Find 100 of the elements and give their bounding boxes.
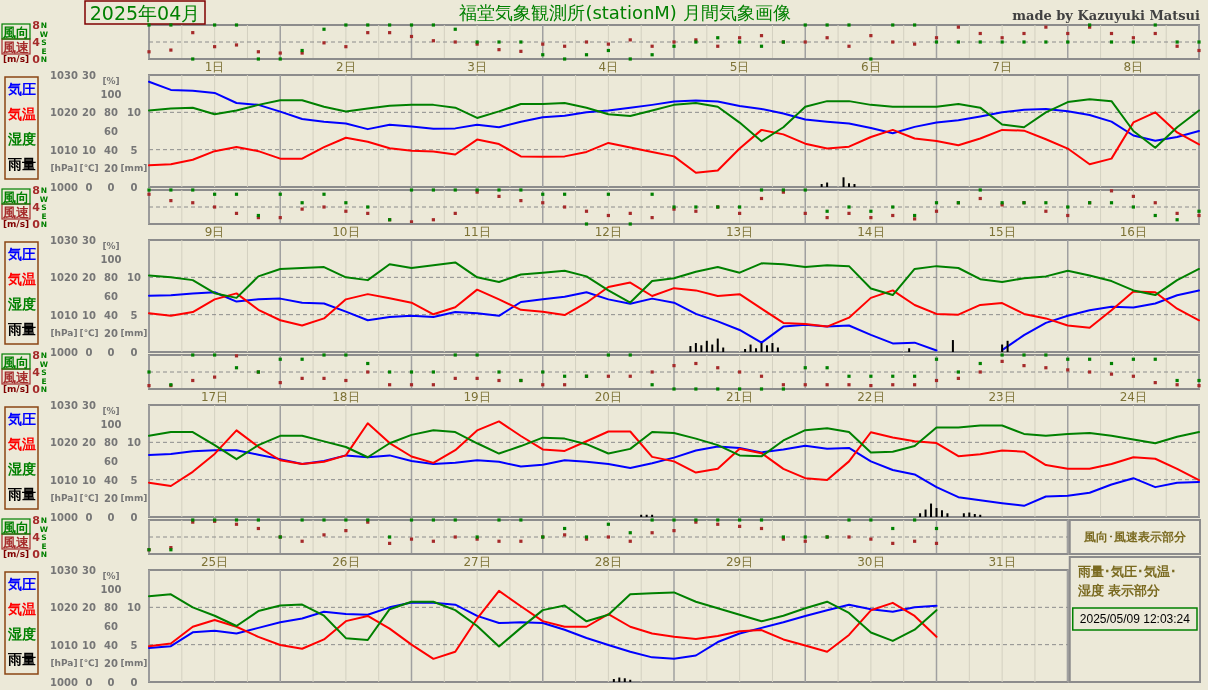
y-tick-label: 1000	[50, 346, 78, 358]
y3-tick-label: 80	[104, 106, 118, 118]
y3-axis-title: [%]	[102, 571, 120, 581]
x-tick-label: 9日	[204, 225, 225, 239]
x-tick-label: 20日	[594, 390, 623, 404]
y-tick-label: 1000	[50, 511, 78, 523]
text: 湿度	[6, 626, 36, 642]
y-tick-label: 10	[127, 436, 141, 448]
y-tick-label: 1020	[50, 601, 78, 613]
y3-tick-label: 60	[104, 620, 118, 632]
y2-tick-label: 20	[82, 271, 96, 283]
y3-tick-label: 80	[104, 436, 118, 448]
text: 雨量	[6, 486, 36, 502]
y3-axis-title: [%]	[102, 406, 120, 416]
y3-tick-label: 80	[104, 271, 118, 283]
text: 気圧	[6, 246, 36, 262]
y-tick-label: 1030	[50, 399, 78, 411]
x-tick-label: 11日	[463, 225, 491, 239]
text: 雨量	[6, 651, 36, 667]
x-tick-label: 7日	[992, 60, 1012, 74]
y-axis-title: [mm]	[120, 493, 148, 504]
text: 気圧	[6, 411, 36, 427]
y2-tick-label: 10	[82, 639, 96, 651]
y-tick-label: 1030	[50, 564, 78, 576]
y3-tick-label: 80	[104, 601, 118, 613]
y-tick-label: 1010	[50, 639, 78, 651]
text: 気温	[6, 436, 36, 452]
x-tick-label: 2日	[336, 60, 356, 74]
y-tick-label: 0	[130, 676, 138, 688]
y2-tick-label: 0	[85, 181, 93, 193]
y2-axis-title: [℃]	[79, 163, 99, 174]
y3-tick-label: 100	[100, 88, 122, 100]
y-tick-label: 5	[130, 309, 138, 321]
y3-tick-label: 20	[104, 657, 118, 669]
y3-tick-label: 100	[100, 253, 122, 265]
text: made by Kazuyuki Matsui	[1012, 7, 1201, 23]
x-tick-label: 12日	[594, 225, 623, 239]
x-tick-label: 10日	[332, 225, 360, 239]
y3-tick-label: 40	[104, 309, 118, 321]
text: 気圧	[6, 576, 36, 592]
x-tick-label: 25日	[200, 555, 229, 569]
y3-tick-label: 20	[104, 162, 118, 174]
x-tick-label: 5日	[729, 60, 750, 74]
y3-axis-title: [%]	[102, 241, 120, 251]
y2-tick-label: 10	[82, 144, 96, 156]
y-tick-label: 1010	[50, 309, 78, 321]
y3-tick-label: 100	[100, 583, 122, 595]
y-tick-label: 0	[32, 382, 41, 396]
text: 湿度	[6, 131, 36, 147]
y-tick-label: 4	[32, 200, 41, 214]
y-tick-label: 8	[32, 18, 40, 32]
y2-tick-label: 20	[82, 106, 96, 118]
y-tick-label: 1000	[50, 181, 78, 193]
y-axis-title: [mm]	[120, 328, 148, 339]
y-tick-label: 1010	[50, 474, 78, 486]
x-tick-label: 6日	[861, 60, 881, 74]
y-axis-title: [m/s]	[2, 549, 30, 559]
y3-tick-label: 20	[104, 492, 118, 504]
y-axis-title: [hPa]	[50, 658, 78, 669]
y3-axis-title: [%]	[102, 76, 120, 86]
x-tick-label: 23日	[988, 390, 1016, 404]
y3-tick-label: 20	[104, 327, 118, 339]
x-tick-label: 21日	[725, 390, 754, 404]
y-tick-label: 4	[32, 35, 41, 49]
chart-subtitle: 2025年04月	[89, 2, 201, 24]
x-tick-label: 19日	[463, 390, 491, 404]
y-tick-label: 1010	[50, 144, 78, 156]
x-tick-label: 15日	[988, 225, 1016, 239]
y-tick-label: 1020	[50, 106, 78, 118]
y-tick-label: 8	[32, 513, 40, 527]
text: 雨量	[6, 321, 36, 337]
y-axis-title: [mm]	[120, 163, 148, 174]
chart-title: 福堂気象観測所(stationM) 月間気象画像	[459, 1, 791, 23]
y2-axis-title: [℃]	[79, 493, 99, 504]
x-tick-label: 17日	[200, 390, 229, 404]
x-tick-label: 13日	[725, 225, 754, 239]
y2-tick-label: 30	[82, 69, 96, 81]
y-tick-label: 4	[32, 530, 41, 544]
y3-tick-label: 0	[107, 676, 115, 688]
y-tick-label: 8	[32, 348, 40, 362]
y3-tick-label: 40	[104, 639, 118, 651]
y-tick-label: 0	[130, 511, 138, 523]
y-tick-label: 5	[130, 474, 138, 486]
x-tick-label: 8日	[1123, 60, 1144, 74]
text: 気温	[6, 271, 36, 287]
text: 2025/05/09 12:03:24	[1079, 612, 1191, 626]
y2-tick-label: 10	[82, 474, 96, 486]
x-tick-label: 24日	[1119, 390, 1148, 404]
y2-tick-label: 0	[85, 511, 93, 523]
y-tick-label: 10	[127, 271, 141, 283]
y2-tick-label: 0	[85, 676, 93, 688]
y-tick-label: 0	[130, 181, 138, 193]
y-axis-title: [hPa]	[50, 163, 78, 174]
y-tick-label: 0	[32, 217, 41, 231]
x-tick-label: 27日	[463, 555, 491, 569]
text: 気温	[6, 601, 36, 617]
y3-tick-label: 60	[104, 125, 118, 137]
y-tick-label: 5	[130, 639, 138, 651]
y-tick-label: 1030	[50, 234, 78, 246]
y2-tick-label: 30	[82, 564, 96, 576]
